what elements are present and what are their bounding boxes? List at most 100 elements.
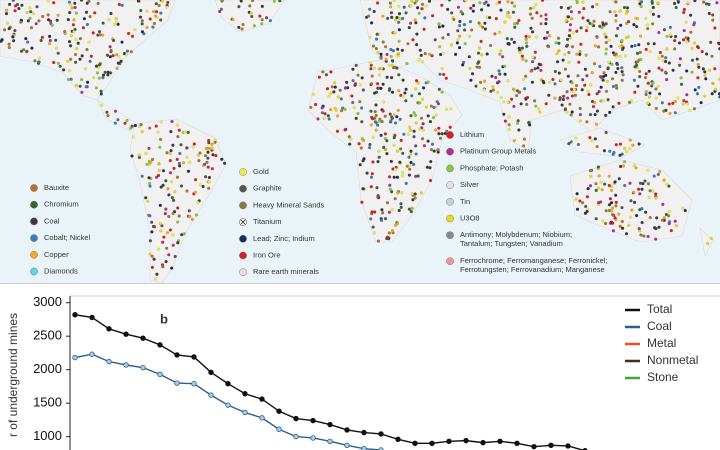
mine-dot [456,5,461,9]
mine-dot [431,115,436,120]
greenland [214,0,286,33]
mine-dot [432,149,436,153]
mine-dot [531,55,535,59]
mine-dot [410,94,414,98]
mine-dot [527,35,531,39]
mine-dot [396,47,400,51]
mine-dot [560,103,564,107]
mine-dot [370,210,374,214]
mine-dot [231,17,235,22]
mine-dot [125,49,130,53]
mine-dot [137,153,141,157]
mine-dot [133,28,137,32]
mine-dot [589,83,593,87]
mine-dot [410,191,414,196]
data-point [395,436,401,442]
mine-dot [419,53,423,58]
mine-dot [685,69,689,73]
mine-dot [179,184,184,188]
mine-dot [177,214,181,218]
mine-dot [329,70,333,74]
mine-dot [89,54,93,58]
mine-dot [707,68,712,72]
mine-dot [407,173,412,177]
mine-dot [433,38,437,42]
mine-dot [371,160,375,164]
mine-dot [598,200,603,204]
mine-dot [703,70,707,74]
mine-dot [413,196,417,200]
mine-dot [390,58,395,63]
data-point [548,442,554,449]
mine-dot [609,188,614,193]
mine-dot [37,19,41,23]
mine-dot [432,105,436,110]
mine-dot [393,121,398,125]
mine-dot [648,9,653,13]
mine-dot [696,46,701,50]
mine-dot [604,209,608,213]
mine-dot [201,184,205,189]
mine-dot [389,159,393,164]
mine-dot [61,68,66,72]
mine-dot [145,25,149,30]
legend-label: Cobalt; Nickel [44,233,91,242]
mine-dot [632,164,637,168]
mine-dot [495,2,499,6]
mine-dot [420,137,425,141]
mine-dot [29,10,33,14]
mine-dot [387,175,392,179]
mine-dot [486,3,490,7]
mine-dot [100,103,104,107]
mine-dot [561,58,565,62]
legend-swatch [446,181,454,189]
mine-dot [499,49,503,53]
mine-dot [639,0,644,4]
mine-dot [625,21,629,26]
mine-dot [676,0,681,4]
mine-dot [7,2,12,7]
mine-dot [497,69,501,73]
mine-dot [620,205,624,210]
mine-dot [507,127,512,132]
mine-dot [171,198,176,203]
mine-dot [438,136,443,140]
mine-dot [646,101,650,105]
mine-dot [700,49,704,54]
mine-dot [128,126,133,130]
mine-dot [633,90,637,94]
mine-dot [117,55,121,59]
mine-dot [146,199,150,203]
mine-dot [383,45,388,49]
mine-dot [424,105,429,109]
mine-dot [525,44,529,49]
mine-dot [572,88,577,92]
mine-dot [530,30,535,34]
mine-dot [140,174,144,178]
mine-dot [116,61,120,65]
mine-dot [17,6,21,11]
mine-dot [163,211,167,216]
mine-dot [652,42,656,46]
mine-dot [667,209,672,214]
mine-dot [164,207,168,211]
mine-dot [139,122,143,127]
mine-dot [616,26,620,31]
mine-dot [457,45,462,50]
mine-dot [483,21,487,25]
mine-dot [672,38,677,43]
mine-dot [446,7,450,12]
mine-dot [153,277,158,281]
mine-dot [323,112,327,116]
mine-dot [408,152,413,156]
mine-dot [530,59,535,64]
mine-dot [685,40,689,44]
data-point [276,426,282,432]
mine-dot [409,114,413,118]
mine-dot [528,6,533,11]
mine-dot [498,30,502,34]
mine-dot [36,60,41,64]
mine-dot [400,191,404,195]
mine-dot [25,49,29,54]
mine-dot [395,222,400,226]
